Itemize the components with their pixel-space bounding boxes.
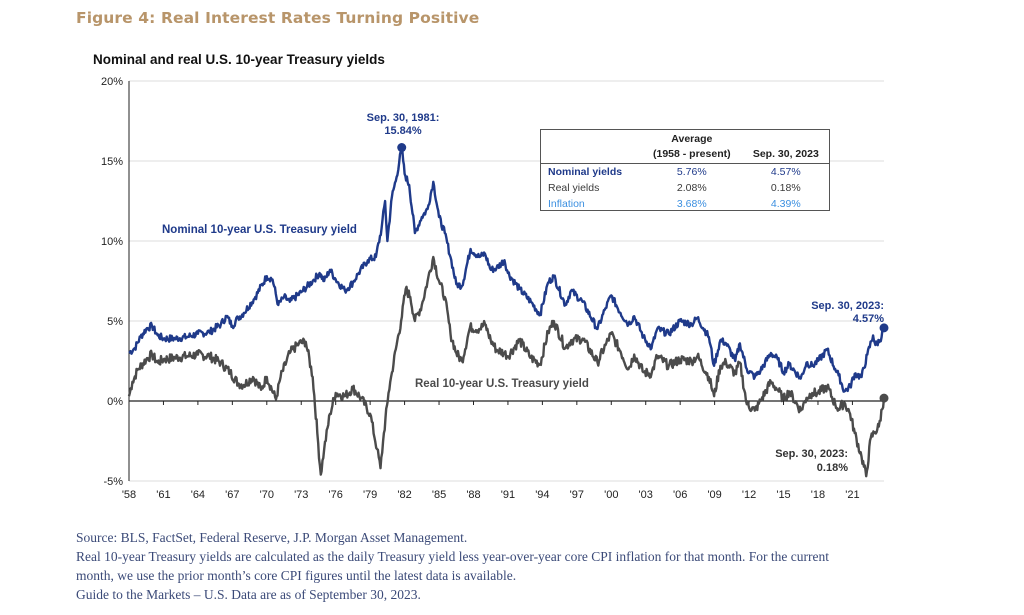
real-series-label: Real 10-year U.S. Treasury yield: [415, 378, 589, 390]
x-tick-label: '64: [191, 489, 205, 501]
row-average-inflation: 3.68%: [676, 198, 707, 210]
y-axis-ticks: 20% 15% 10% 5% 0% -5%: [101, 76, 123, 488]
row-label-nominal: Nominal yields: [548, 166, 623, 178]
table-header-blank: [743, 130, 829, 145]
peak-marker: [397, 143, 407, 153]
x-tick-label: '76: [329, 489, 343, 501]
row-label-real: Real yields: [548, 182, 600, 194]
real-end-annotation-line2: 0.18%: [817, 462, 848, 474]
row-average-real: 2.08%: [676, 182, 707, 194]
x-tick-label: '15: [776, 489, 790, 501]
y-tick-label: 0%: [107, 396, 123, 408]
yield-chart: Nominal and real U.S. 10-year Treasury y…: [93, 52, 889, 501]
row-current-nominal: 4.57%: [770, 166, 801, 178]
y-tick-label: -5%: [103, 476, 123, 488]
x-tick-label: '67: [225, 489, 239, 501]
x-tick-label: '09: [707, 489, 721, 501]
x-tick-label: '85: [432, 489, 446, 501]
figure-title-text: Figure 4: Real Interest Rates Turning Po…: [76, 9, 480, 27]
nominal-end-annotation-line2: 4.57%: [853, 313, 884, 325]
table-corner-2: [541, 145, 641, 164]
x-tick-label: '73: [294, 489, 308, 501]
x-tick-label: '00: [604, 489, 618, 501]
nominal-yield-line: [128, 146, 886, 393]
methodology-note: Real 10-year Treasury yields are calcula…: [76, 549, 829, 564]
real-end-marker: [879, 393, 889, 403]
nominal-series-label: Nominal 10-year U.S. Treasury yield: [162, 224, 357, 236]
x-tick-label: '94: [535, 489, 549, 501]
averages-table: Average (1958 - present) Sep. 30, 2023 N…: [540, 129, 830, 211]
x-tick-label: '58: [122, 489, 136, 501]
x-tick-label: '97: [570, 489, 584, 501]
table-row: Real yields 2.08% 0.18%: [541, 180, 829, 196]
x-tick-label: '21: [845, 489, 859, 501]
row-current-inflation: 4.39%: [770, 198, 801, 210]
y-tick-label: 5%: [107, 316, 123, 328]
source-note: Source: BLS, FactSet, Federal Reserve, J…: [76, 530, 468, 545]
table-row: Inflation 3.68% 4.39%: [541, 196, 829, 212]
table-row: Nominal yields 5.76% 4.57%: [541, 164, 829, 181]
table-header-current: Sep. 30, 2023: [742, 145, 829, 164]
table-header-row: Average: [541, 130, 829, 145]
gridlines: [129, 80, 884, 482]
methodology-note-cont: month, we use the prior month’s core CPI…: [76, 568, 517, 583]
nominal-end-annotation-line1: Sep. 30, 2023:: [811, 300, 884, 312]
peak-annotation-line2: 15.84%: [384, 125, 422, 137]
real-yield-line: [127, 255, 886, 478]
x-tick-label: '91: [501, 489, 515, 501]
table-header-average: Average: [671, 133, 713, 145]
table-subheader-row: (1958 - present) Sep. 30, 2023: [541, 145, 829, 164]
x-axis-ticks: '58 '61 '64 '67 '70 '73 '76 '79 '82 '85 '88 '91 '94 '…: [122, 401, 860, 501]
row-average-nominal: 5.76%: [676, 166, 707, 178]
x-tick-label: '06: [673, 489, 687, 501]
x-tick-label: '18: [811, 489, 825, 501]
x-tick-label: '82: [397, 489, 411, 501]
data-date-note: Guide to the Markets – U.S. Data are as …: [76, 587, 421, 602]
nominal-end-marker: [879, 323, 889, 333]
y-tick-label: 20%: [101, 76, 123, 88]
table-header-average-range: (1958 - present): [641, 145, 743, 164]
peak-annotation-line1: Sep. 30, 1981:: [367, 112, 440, 124]
x-tick-label: '70: [260, 489, 274, 501]
x-tick-label: '61: [156, 489, 170, 501]
x-tick-label: '79: [363, 489, 377, 501]
footnotes: Source: BLS, FactSet, Federal Reserve, J…: [76, 528, 1006, 604]
table-corner: [541, 130, 641, 145]
x-tick-label: '03: [639, 489, 653, 501]
y-tick-label: 10%: [101, 236, 123, 248]
figure-title: Figure 4: Real Interest Rates Turning Po…: [76, 9, 479, 27]
row-label-inflation: Inflation: [548, 198, 585, 210]
x-tick-label: '88: [466, 489, 480, 501]
chart-title: Nominal and real U.S. 10-year Treasury y…: [93, 52, 385, 67]
real-end-annotation-line1: Sep. 30, 2023:: [775, 448, 848, 460]
y-tick-label: 15%: [101, 156, 123, 168]
averages-table-grid: Average (1958 - present) Sep. 30, 2023 N…: [541, 130, 829, 212]
row-current-real: 0.18%: [770, 182, 801, 194]
x-tick-label: '12: [742, 489, 756, 501]
